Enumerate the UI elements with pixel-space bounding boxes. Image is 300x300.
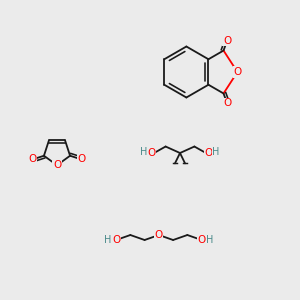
Text: H: H <box>140 147 148 158</box>
Text: O: O <box>112 235 120 245</box>
Text: O: O <box>233 67 242 77</box>
Text: O: O <box>197 235 206 245</box>
Text: H: H <box>212 147 220 158</box>
Text: O: O <box>223 36 231 46</box>
Text: O: O <box>29 154 37 164</box>
Text: O: O <box>147 148 156 158</box>
Text: H: H <box>206 235 214 245</box>
Text: O: O <box>77 154 85 164</box>
Text: O: O <box>155 230 163 240</box>
Text: O: O <box>204 148 213 158</box>
Text: O: O <box>223 98 231 108</box>
Text: H: H <box>104 235 111 245</box>
Text: O: O <box>53 160 61 170</box>
